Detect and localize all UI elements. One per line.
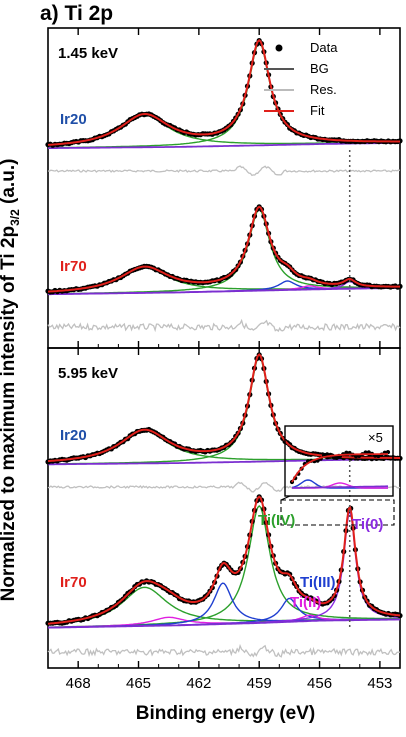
data-point [397, 613, 403, 619]
component-label: Ti(0) [352, 516, 383, 533]
residual-line [47, 643, 401, 658]
zoom-connector [280, 495, 291, 501]
background-line [48, 141, 400, 149]
legend-marker [275, 44, 283, 52]
x-tick-label: 456 [307, 675, 332, 692]
x-tick-label: 453 [367, 675, 392, 692]
background-line [48, 287, 400, 296]
panel-frame [47, 347, 401, 669]
x-tick-label: 462 [186, 675, 211, 692]
sample-label: Ir20 [60, 427, 87, 444]
component-label: Ti(II) [290, 594, 321, 611]
sample-label: Ir70 [60, 574, 87, 591]
legend-label: BG [310, 61, 329, 76]
legend-label: Fit [310, 103, 325, 118]
x-tick-label: 459 [247, 675, 272, 692]
fit-line [47, 205, 400, 293]
sample-label: Ir70 [60, 258, 87, 275]
inset-background-line [292, 485, 388, 489]
component-label: Ti(III) [300, 574, 336, 591]
legend-label: Data [310, 40, 338, 55]
fit-line [47, 495, 401, 625]
sample-label: Ir20 [60, 111, 87, 128]
page-title: a) Ti 2p [40, 2, 114, 25]
residual-line [47, 165, 401, 177]
x-axis-label: Binding energy (eV) [135, 703, 316, 724]
inset-frame [284, 425, 394, 497]
zoom-region [280, 499, 395, 526]
x-tick-label: 465 [126, 675, 151, 692]
energy-label: 1.45 keV [58, 45, 118, 62]
residual-line [47, 318, 401, 333]
legend-label: Res. [310, 82, 337, 97]
inset-fit-line [291, 453, 388, 483]
energy-label: 5.95 keV [58, 365, 118, 382]
background-line [47, 618, 400, 629]
fit-line [47, 38, 400, 146]
inset-scale-label: ×5 [368, 430, 383, 445]
x-tick-label: 468 [66, 675, 91, 692]
background-line [48, 458, 400, 466]
panel-frame [47, 27, 401, 349]
component-label: Ti(IV) [258, 512, 295, 529]
